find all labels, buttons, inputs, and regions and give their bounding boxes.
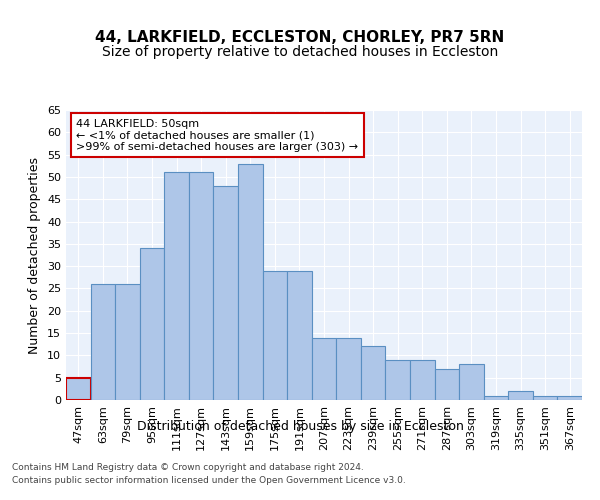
Text: Distribution of detached houses by size in Eccleston: Distribution of detached houses by size … [137, 420, 463, 433]
Bar [263, 270, 287, 400]
Bar [533, 396, 557, 400]
Bar [214, 186, 238, 400]
Bar [115, 284, 140, 400]
Text: Size of property relative to detached houses in Eccleston: Size of property relative to detached ho… [102, 45, 498, 59]
Bar [91, 284, 115, 400]
Bar [508, 391, 533, 400]
Bar [434, 369, 459, 400]
Text: 44 LARKFIELD: 50sqm
← <1% of detached houses are smaller (1)
>99% of semi-detach: 44 LARKFIELD: 50sqm ← <1% of detached ho… [76, 118, 358, 152]
Text: 44, LARKFIELD, ECCLESTON, CHORLEY, PR7 5RN: 44, LARKFIELD, ECCLESTON, CHORLEY, PR7 5… [95, 30, 505, 45]
Bar [164, 172, 189, 400]
Bar [361, 346, 385, 400]
Bar [189, 172, 214, 400]
Text: Contains HM Land Registry data © Crown copyright and database right 2024.: Contains HM Land Registry data © Crown c… [12, 462, 364, 471]
Bar [557, 396, 582, 400]
Bar [410, 360, 434, 400]
Text: Contains public sector information licensed under the Open Government Licence v3: Contains public sector information licen… [12, 476, 406, 485]
Y-axis label: Number of detached properties: Number of detached properties [28, 156, 41, 354]
Bar [484, 396, 508, 400]
Bar [459, 364, 484, 400]
Bar [312, 338, 336, 400]
Bar [336, 338, 361, 400]
Bar [238, 164, 263, 400]
Bar [287, 270, 312, 400]
Bar [66, 378, 91, 400]
Bar [385, 360, 410, 400]
Bar [140, 248, 164, 400]
